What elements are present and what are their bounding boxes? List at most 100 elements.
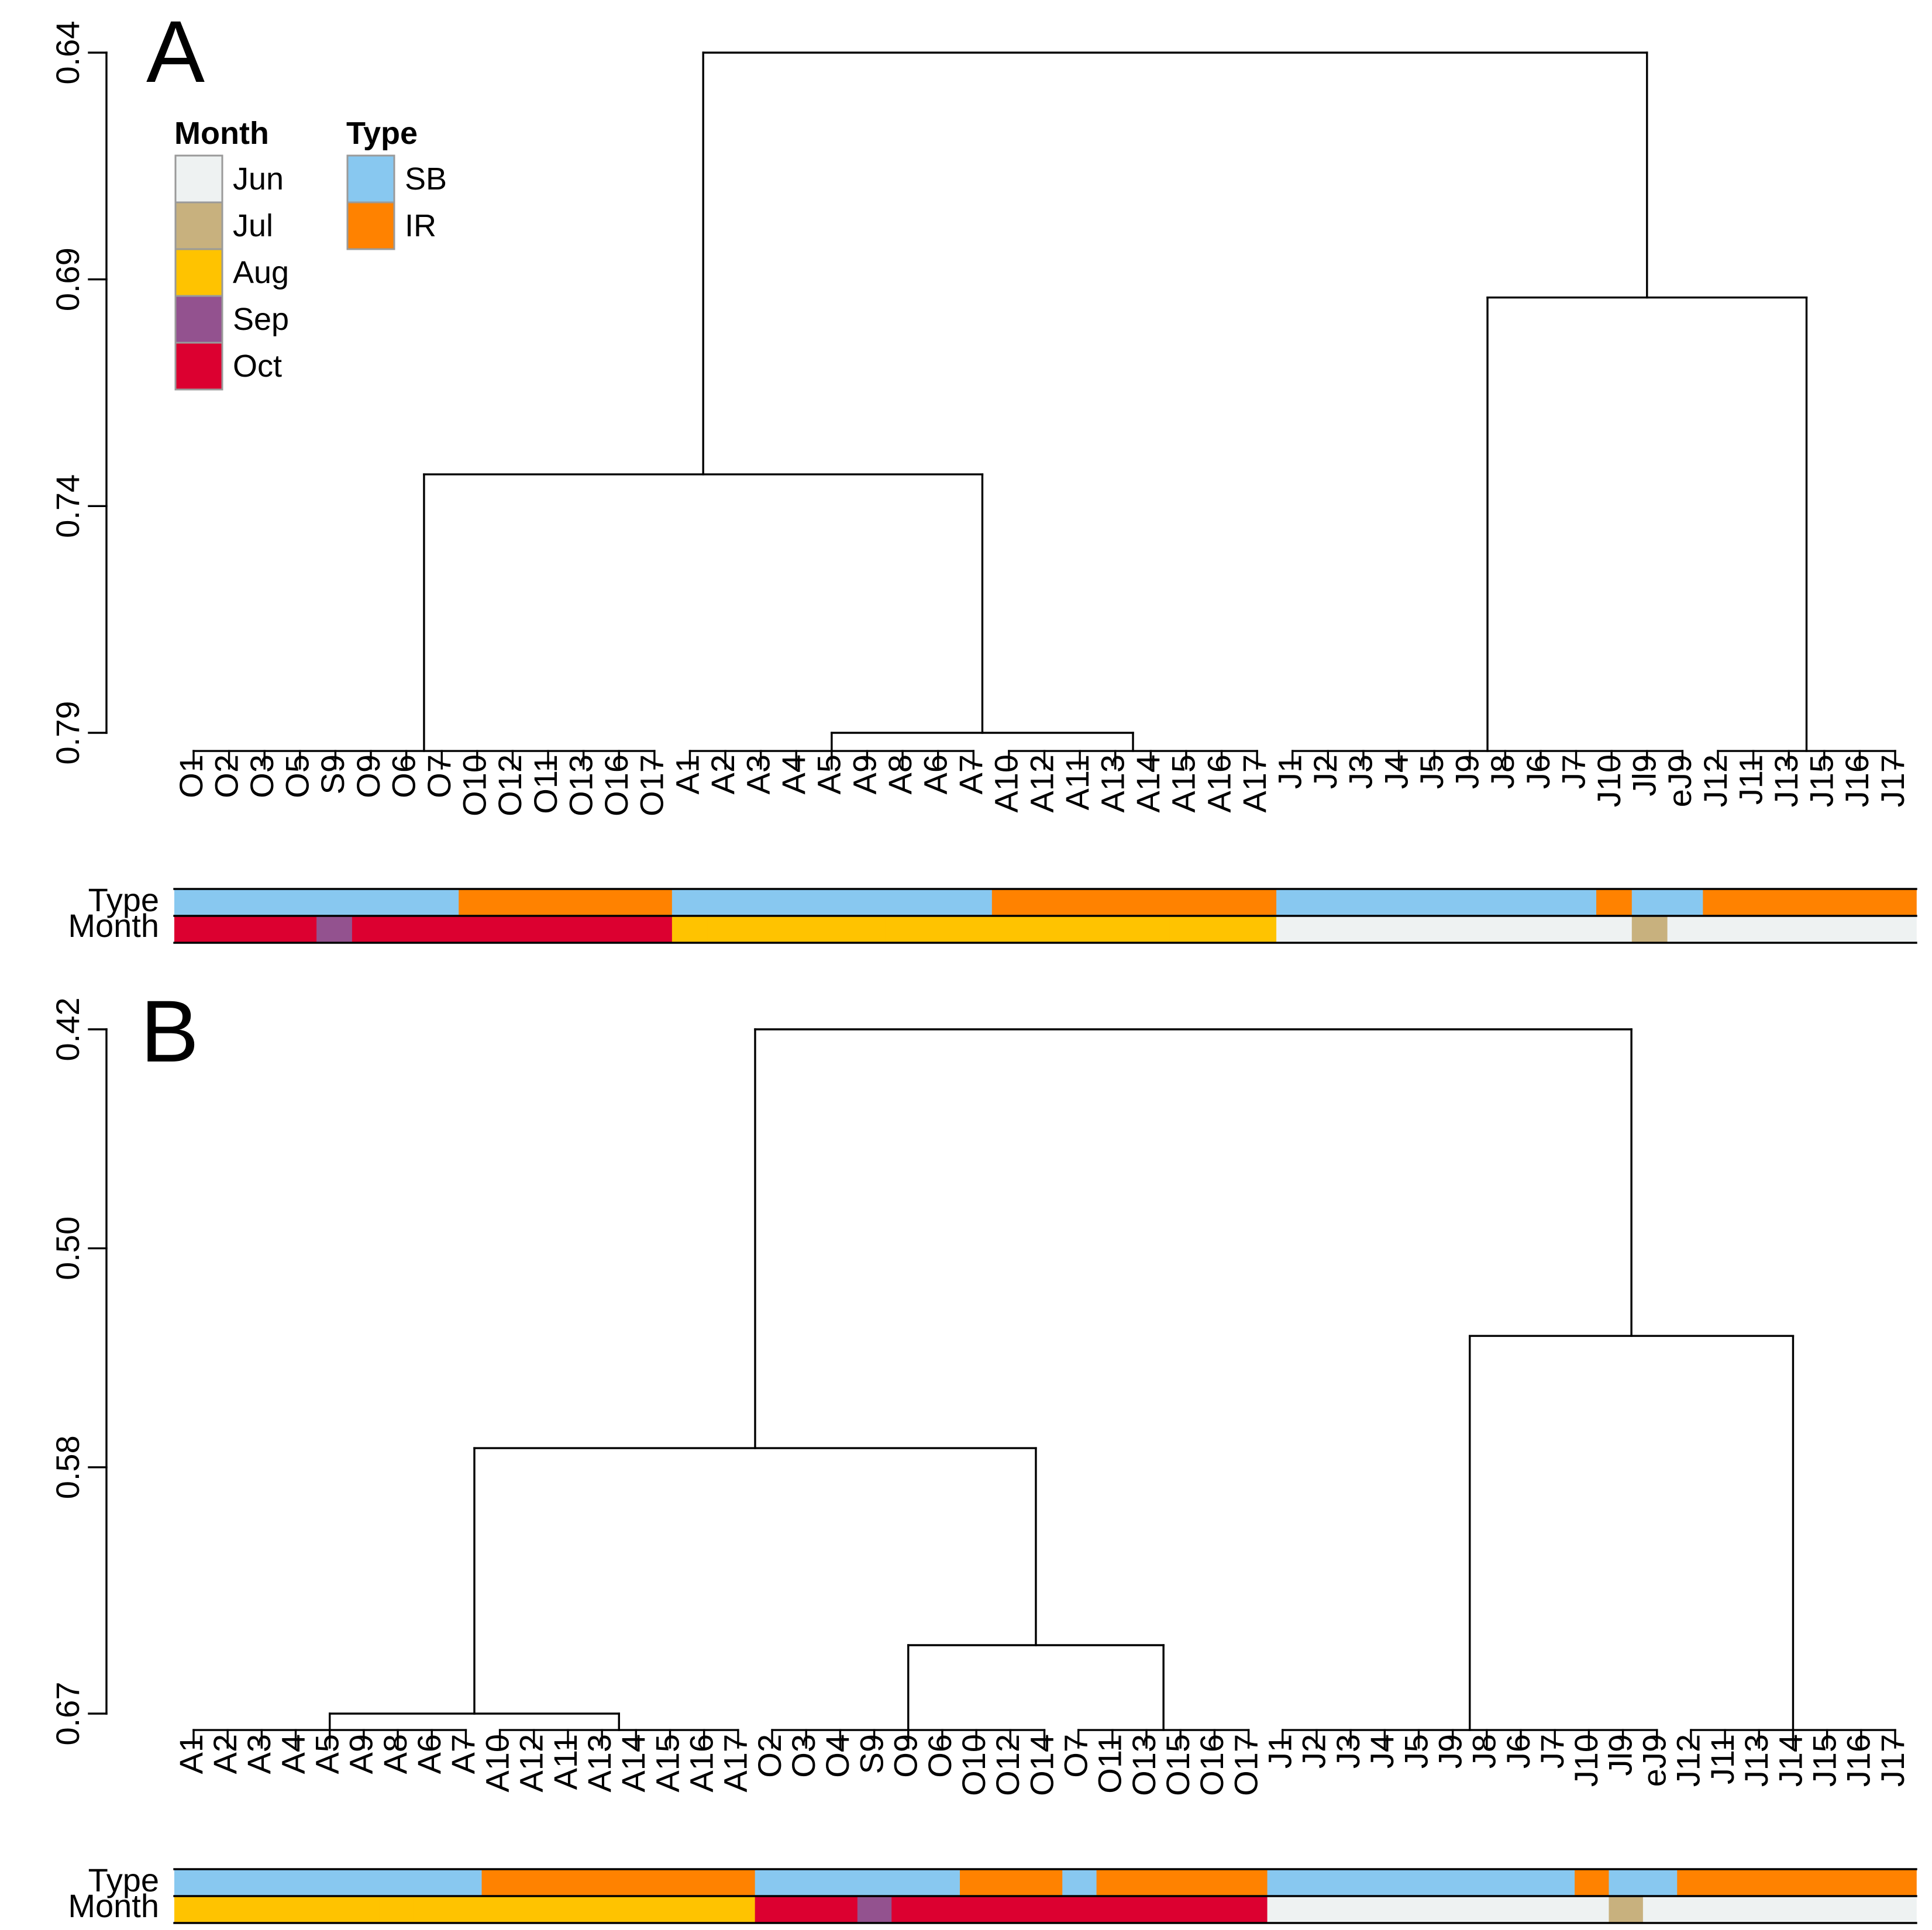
- type-cell: [1711, 1869, 1746, 1896]
- month-cell: [1631, 916, 1668, 943]
- month-cell: [671, 916, 708, 943]
- type-cell: [245, 889, 282, 916]
- month-cell: [1773, 916, 1810, 943]
- type-cell: [636, 889, 673, 916]
- y-tick-label: 0.67: [49, 1682, 86, 1746]
- leaf-label: O17: [1227, 1734, 1264, 1796]
- leaf-label: O16: [1193, 1734, 1230, 1796]
- leaf-label: O11: [1091, 1734, 1128, 1794]
- leaf-label: J6: [1500, 1734, 1537, 1769]
- leaf-label: A6: [411, 1734, 447, 1774]
- month-cell: [208, 1896, 243, 1923]
- type-cell: [281, 889, 317, 916]
- leaf-label: A5: [309, 1734, 346, 1774]
- leaf-label: J3: [1342, 754, 1379, 789]
- legend-type-swatch: [346, 201, 395, 250]
- type-cell: [1205, 889, 1242, 916]
- month-cell: [1489, 916, 1526, 943]
- month-cell: [960, 1896, 995, 1923]
- month-cell: [1809, 916, 1846, 943]
- month-cell: [1609, 1896, 1644, 1923]
- type-cell: [1130, 1869, 1166, 1896]
- y-tick-label: 0.50: [49, 1216, 86, 1280]
- month-cell: [1062, 1896, 1097, 1923]
- month-cell: [1472, 1896, 1507, 1923]
- type-cell: [857, 1869, 893, 1896]
- type-cell: [814, 889, 850, 916]
- type-cell: [481, 1869, 516, 1896]
- legend-month-label: Oct: [233, 349, 282, 384]
- month-cell: [1506, 1896, 1541, 1923]
- panel-label: A: [146, 2, 205, 101]
- month-cell: [891, 1896, 927, 1923]
- type-cell: [991, 889, 1028, 916]
- legend-month-label: Jun: [233, 161, 284, 197]
- leaf-label: J16: [1838, 754, 1875, 807]
- month-cell: [1267, 1896, 1302, 1923]
- month-cell: [743, 916, 779, 943]
- month-cell: [209, 916, 246, 943]
- type-cell: [1642, 1869, 1678, 1896]
- month-cell: [387, 916, 424, 943]
- month-cell: [345, 1896, 380, 1923]
- legend-month-swatch: [174, 154, 223, 204]
- type-cell: [1882, 1869, 1917, 1896]
- leaf-label: A4: [775, 754, 812, 795]
- leaf-label: J5: [1413, 754, 1450, 789]
- type-cell: [1063, 889, 1099, 916]
- legend-month-label: Jul: [233, 208, 273, 243]
- type-cell: [1506, 1869, 1541, 1896]
- month-cell: [1561, 916, 1597, 943]
- type-cell: [316, 889, 353, 916]
- month-cell: [1454, 916, 1490, 943]
- type-cell: [1241, 889, 1277, 916]
- leaf-label: A13: [581, 1734, 618, 1793]
- type-cell: [1418, 889, 1455, 916]
- legend-type-label: IR: [405, 208, 436, 243]
- leaf-label: A4: [274, 1734, 311, 1774]
- leaf-label: J8: [1466, 1734, 1503, 1769]
- leaf-label: A15: [1165, 754, 1202, 813]
- month-cell: [1027, 916, 1064, 943]
- type-cell: [1677, 1869, 1712, 1896]
- y-tick-label: 0.79: [49, 701, 86, 765]
- type-cell: [1472, 1869, 1507, 1896]
- leaf-label: J6: [1520, 754, 1556, 789]
- month-cell: [636, 916, 673, 943]
- leaf-label: J1: [1272, 754, 1308, 789]
- type-cell: [789, 1869, 824, 1896]
- type-cell: [1027, 889, 1064, 916]
- type-cell: [921, 889, 957, 916]
- type-cell: [242, 1869, 277, 1896]
- month-cell: [459, 916, 495, 943]
- type-cell: [1169, 889, 1206, 916]
- leaf-label: J4: [1377, 754, 1414, 789]
- type-cell: [1096, 1869, 1131, 1896]
- leaf-label: J9: [1431, 1734, 1468, 1769]
- leaf-label: J2: [1307, 754, 1344, 789]
- type-cell: [413, 1869, 448, 1896]
- type-cell: [1525, 889, 1562, 916]
- type-cell: [277, 1869, 312, 1896]
- type-cell: [1383, 889, 1419, 916]
- month-cell: [1813, 1896, 1849, 1923]
- leaf-label: A3: [240, 1734, 277, 1774]
- type-cell: [779, 889, 815, 916]
- leaf-label: J9: [1449, 754, 1486, 789]
- leaf-label: A17: [1236, 754, 1273, 813]
- leaf-label: J10: [1590, 754, 1627, 807]
- type-cell: [1199, 1869, 1234, 1896]
- type-cell: [447, 1869, 483, 1896]
- month-cell: [1205, 916, 1242, 943]
- type-cell: [352, 889, 388, 916]
- leaf-label: O6: [385, 754, 422, 798]
- month-cell: [1882, 1896, 1917, 1923]
- month-cell: [707, 916, 744, 943]
- type-cell: [565, 889, 602, 916]
- leaf-label: O12: [989, 1734, 1026, 1796]
- leaf-label: J2: [1296, 1734, 1332, 1769]
- month-cell: [1848, 1896, 1883, 1923]
- type-cell: [1098, 889, 1135, 916]
- leaf-label: O17: [633, 754, 670, 816]
- leaf-label: O3: [243, 754, 280, 798]
